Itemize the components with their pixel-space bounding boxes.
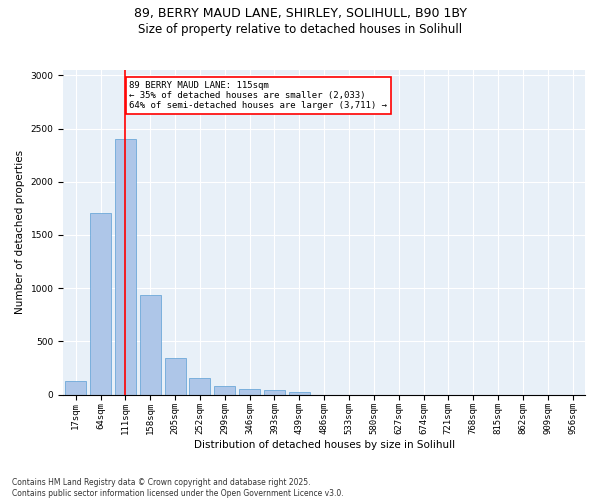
Bar [65,380,86,394]
Bar [214,386,235,394]
Bar [90,212,111,394]
Bar [164,358,185,394]
Text: Size of property relative to detached houses in Solihull: Size of property relative to detached ho… [138,22,462,36]
Bar [289,392,310,394]
Text: 89 BERRY MAUD LANE: 115sqm
← 35% of detached houses are smaller (2,033)
64% of s: 89 BERRY MAUD LANE: 115sqm ← 35% of deta… [129,80,387,110]
Bar [140,294,161,394]
X-axis label: Distribution of detached houses by size in Solihull: Distribution of detached houses by size … [194,440,455,450]
Bar [264,390,285,394]
Text: Contains HM Land Registry data © Crown copyright and database right 2025.
Contai: Contains HM Land Registry data © Crown c… [12,478,344,498]
Text: 89, BERRY MAUD LANE, SHIRLEY, SOLIHULL, B90 1BY: 89, BERRY MAUD LANE, SHIRLEY, SOLIHULL, … [133,8,467,20]
Bar [115,139,136,394]
Bar [190,378,211,394]
Y-axis label: Number of detached properties: Number of detached properties [15,150,25,314]
Bar [239,389,260,394]
